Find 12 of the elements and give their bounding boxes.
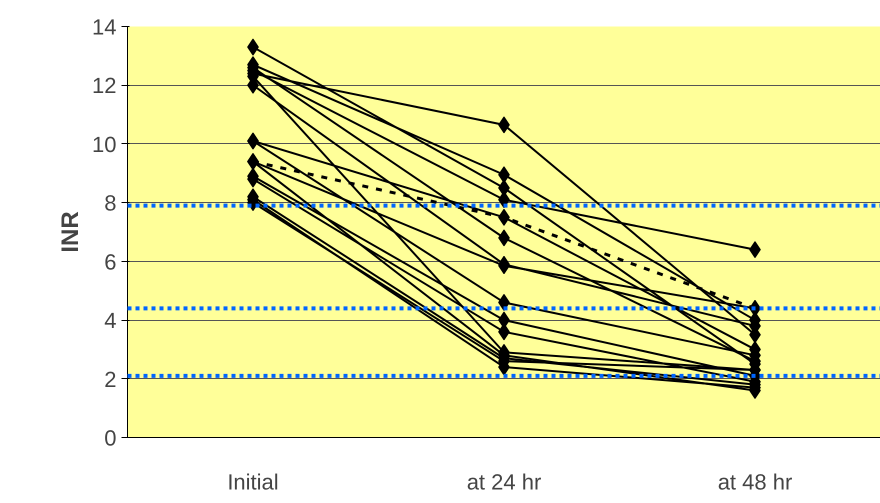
y-tick-label: 6 — [104, 249, 117, 274]
y-tick-label: 10 — [92, 132, 117, 157]
y-tick-label: 12 — [92, 73, 117, 98]
x-tick-label: Initial — [227, 470, 279, 494]
y-tick-label: 4 — [104, 308, 117, 334]
y-tick-label: 14 — [92, 14, 117, 40]
y-axis-title: INR — [57, 211, 84, 253]
y-tick-label: 8 — [104, 190, 117, 216]
y-tick-label: 0 — [104, 426, 117, 450]
y-tick-label: 2 — [104, 366, 117, 392]
x-tick-label: at 48 hr — [718, 470, 792, 494]
x-tick-label: at 24 hr — [466, 470, 542, 494]
